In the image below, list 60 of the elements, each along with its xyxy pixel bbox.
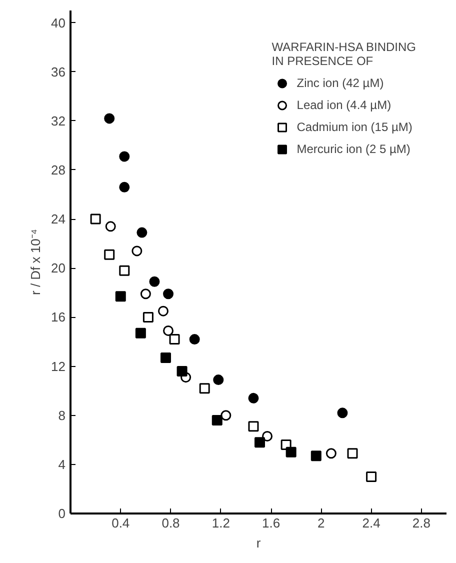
x-tick-label: 1.2	[212, 516, 230, 530]
point	[104, 113, 115, 124]
x-tick-label: 1.6	[262, 516, 280, 530]
legend-label: Lead ion (4.4 µM)	[296, 98, 392, 112]
y-tick-label: 28	[51, 162, 66, 178]
point	[90, 214, 101, 224]
point	[248, 421, 259, 432]
point	[140, 288, 151, 300]
x-tick-label: 0.4	[112, 516, 130, 530]
y-tick-label: 16	[51, 310, 66, 325]
y-tick-label: 40	[51, 15, 66, 30]
y-tick-label: 32	[51, 113, 66, 128]
point	[135, 328, 146, 338]
point	[160, 352, 172, 363]
y-tick-label: 20	[51, 260, 66, 276]
legend-title: WARFARIN-HSA BINDING IN PRESENCE OF	[272, 40, 416, 68]
point	[337, 408, 348, 418]
point	[132, 246, 142, 256]
point	[176, 366, 188, 376]
point	[119, 182, 130, 192]
point	[248, 392, 259, 404]
y-tick-label: 36	[51, 64, 66, 80]
point	[220, 410, 232, 421]
point	[119, 151, 130, 162]
point	[326, 448, 336, 459]
point	[199, 383, 210, 394]
point	[105, 221, 116, 232]
legend-label: Mercuric ion (2 5 µM)	[296, 142, 410, 156]
x-axis-title: r	[256, 536, 262, 550]
legend-label: Zinc ion (42 µM)	[296, 76, 384, 90]
point	[119, 265, 130, 276]
point	[169, 334, 180, 345]
x-tick-label: 2.8	[412, 516, 430, 530]
point	[149, 276, 160, 287]
point	[163, 325, 174, 336]
point	[115, 291, 126, 302]
y-axis-title: r / Df x 10⁻⁴	[28, 229, 44, 295]
point	[262, 430, 273, 442]
y-tick-label: 0	[58, 506, 66, 521]
y-tick-label: 4	[58, 456, 66, 472]
point	[213, 374, 224, 386]
point	[254, 437, 266, 448]
legend-label: Cadmium ion (15 µM)	[296, 120, 412, 134]
y-tick-label: 8	[58, 408, 66, 423]
x-tick-label: 2.4	[362, 516, 380, 530]
x-tick-label: 0.8	[162, 516, 180, 530]
y-tick-label: 12	[51, 358, 66, 374]
y-tick-label: 24	[51, 212, 66, 227]
point	[142, 312, 154, 322]
point	[286, 446, 296, 458]
point	[158, 306, 168, 316]
point	[310, 450, 322, 462]
point	[136, 227, 148, 238]
point	[189, 334, 200, 345]
point	[366, 471, 377, 482]
point	[163, 288, 174, 300]
point	[347, 448, 358, 459]
x-tick-label: 2	[318, 516, 325, 530]
point	[212, 415, 222, 426]
point	[104, 249, 115, 260]
